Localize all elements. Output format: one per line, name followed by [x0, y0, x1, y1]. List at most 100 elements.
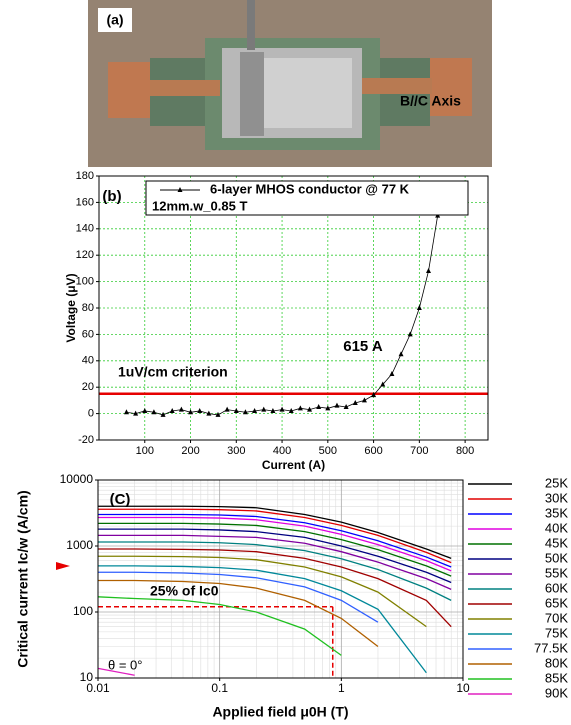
legend-label: 45K	[545, 535, 568, 550]
point-marker	[160, 411, 166, 417]
plot-frame	[98, 175, 489, 441]
x-tick-label: 0.1	[211, 681, 228, 695]
point-marker	[169, 407, 175, 413]
point-marker	[261, 406, 267, 412]
series-line	[98, 555, 427, 628]
y-tick-label: 20	[82, 381, 94, 393]
annotation: 25% of Ic0	[150, 583, 219, 599]
point-marker	[407, 331, 413, 337]
point-marker	[188, 409, 194, 415]
panel-label: (a)	[106, 12, 123, 28]
point-marker	[252, 407, 258, 413]
point-marker	[224, 406, 230, 412]
y-tick-label: 10	[80, 670, 94, 684]
series-line	[98, 522, 452, 577]
legend-label: 80K	[545, 655, 568, 670]
plot-frame	[97, 479, 464, 679]
point-marker	[352, 400, 358, 406]
clamp-screw	[240, 52, 264, 136]
point-marker	[206, 410, 212, 416]
y-tick-label: -20	[78, 434, 94, 446]
rod	[247, 0, 255, 50]
series-line	[98, 565, 427, 674]
point-marker	[316, 404, 322, 409]
series-line	[98, 579, 379, 648]
legend-label: 55K	[545, 565, 568, 580]
y-axis-label: Critical current Ic/w (A/cm)	[15, 490, 31, 667]
point-marker	[380, 381, 386, 387]
series-line	[97, 667, 135, 676]
y-tick-label: 60	[82, 328, 94, 340]
chart: -20 0 20 40 60 80 100 120 140 160 180 100 200 300 400 5…	[64, 93, 489, 472]
point-marker	[288, 407, 294, 413]
point-marker	[307, 406, 313, 412]
legend-label: 60K	[545, 580, 568, 595]
y-axis-label: Voltage (μV)	[64, 273, 78, 342]
point-marker	[325, 405, 331, 411]
x-tick-label: 200	[181, 445, 199, 457]
copper-right	[430, 58, 472, 116]
x-tick-label: 500	[319, 445, 337, 457]
point-marker	[270, 407, 276, 413]
point-marker	[242, 409, 248, 415]
point-marker	[343, 404, 349, 409]
point-marker	[197, 407, 203, 413]
clamp-block	[262, 58, 352, 128]
point-marker	[426, 268, 432, 274]
series-line	[98, 571, 379, 623]
photo: (a)	[88, 0, 492, 167]
point-marker	[334, 402, 340, 408]
point-marker	[371, 392, 377, 398]
y-tick-label: 1000	[66, 538, 93, 552]
legend-label: 77.5K	[534, 640, 568, 655]
y-tick-label: 120	[76, 249, 94, 261]
series-line	[98, 508, 452, 564]
x-tick-label: 700	[410, 445, 428, 457]
series-line	[98, 528, 452, 584]
legend-label: 75K	[545, 625, 568, 640]
point-marker	[297, 405, 303, 411]
plot-area	[99, 176, 488, 440]
legend-label: 40K	[545, 520, 568, 535]
series-line	[98, 513, 452, 568]
legend-label: 70K	[545, 610, 568, 625]
legend-label: 30K	[545, 490, 568, 505]
point-marker	[178, 406, 184, 412]
y-tick-label: 100	[76, 276, 94, 288]
series-line	[98, 541, 452, 601]
x-axis-label: Applied field μ0H (T)	[212, 704, 348, 720]
y-tick-label: 180	[76, 170, 94, 182]
point-marker	[233, 407, 239, 413]
series-line	[98, 548, 452, 628]
x-tick-label: 100	[136, 445, 154, 457]
marker-arrow	[56, 562, 70, 570]
legend-note: 12mm.w_0.85 T	[152, 198, 247, 213]
y-tick-label: 0	[88, 408, 94, 420]
point-marker	[361, 397, 367, 403]
annotation: 615 A	[343, 338, 383, 355]
legend-label: 35K	[545, 505, 568, 520]
x-tick-label: 1	[338, 681, 345, 695]
y-tick-label: 10000	[60, 472, 94, 486]
panel-label: (b)	[102, 188, 121, 205]
series-line	[98, 505, 452, 559]
y-tick-label: 40	[82, 355, 94, 367]
x-tick-label: 300	[227, 445, 245, 457]
series-line	[97, 596, 342, 656]
point-marker	[133, 410, 139, 416]
x-tick-label: 800	[456, 445, 474, 457]
legend-label: 25K	[545, 475, 568, 490]
x-tick-label: 10	[456, 681, 470, 695]
point-marker	[151, 409, 157, 415]
x-tick-label: 0.01	[86, 681, 110, 695]
point-marker	[215, 411, 221, 417]
point-marker	[398, 351, 404, 357]
y-tick-label: 100	[73, 604, 93, 618]
legend-label: 6-layer MHOS conductor @ 77 K	[210, 181, 410, 196]
y-tick-label: 80	[82, 302, 94, 314]
legend-marker	[177, 187, 183, 192]
x-tick-label: 600	[364, 445, 382, 457]
series-line	[98, 516, 452, 572]
legend-label: 90K	[545, 685, 568, 700]
label-box	[98, 8, 132, 32]
